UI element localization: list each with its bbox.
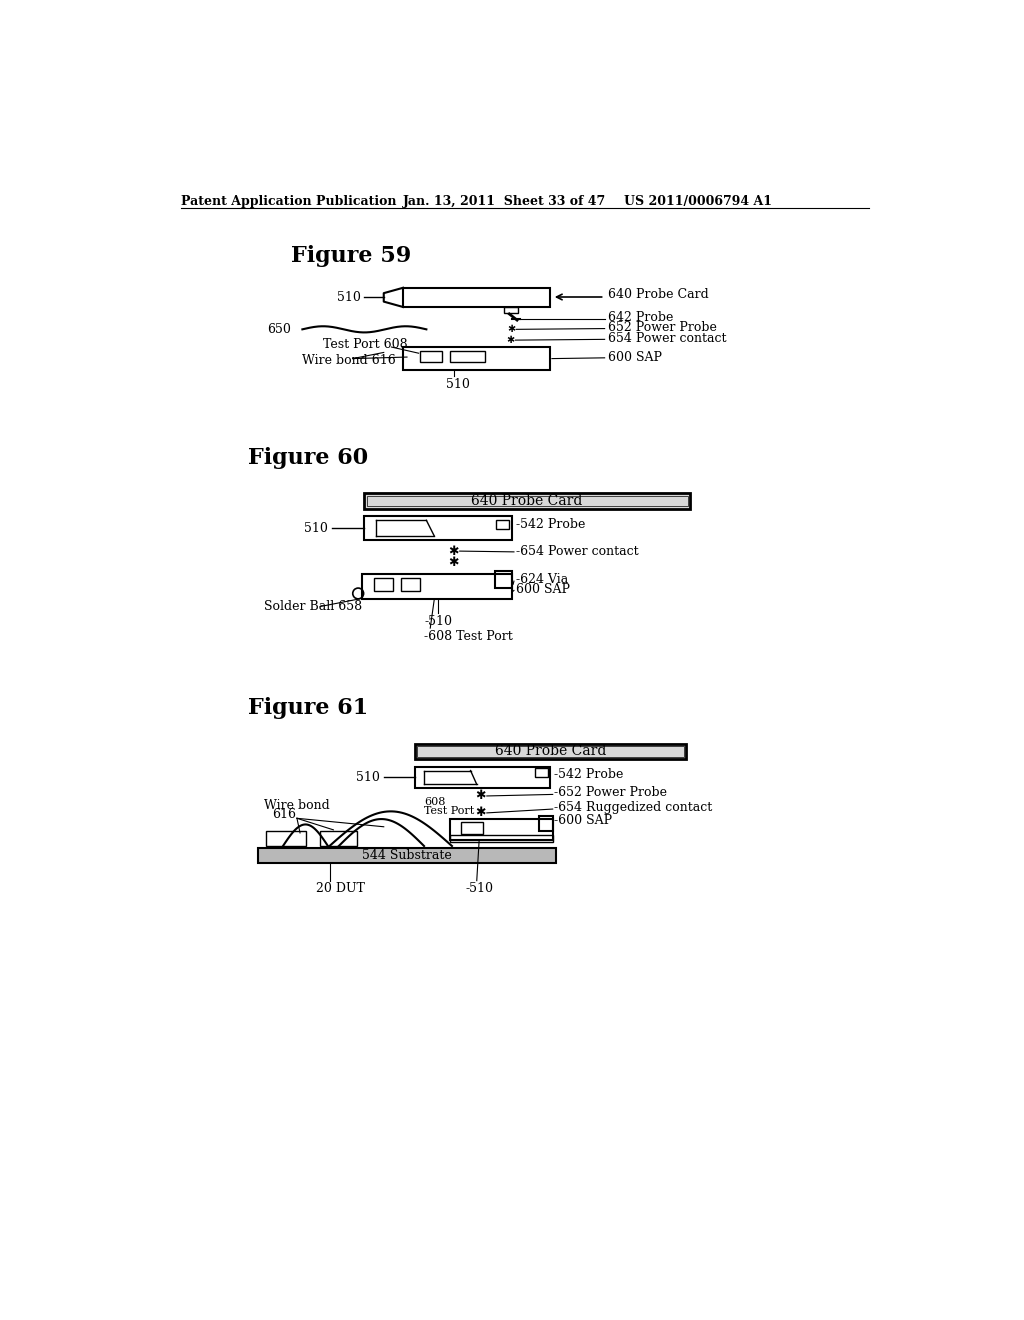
Text: -510: -510 <box>465 882 494 895</box>
Text: 600 SAP: 600 SAP <box>515 583 569 597</box>
Text: -542 Probe: -542 Probe <box>515 519 585 532</box>
Text: Figure 61: Figure 61 <box>248 697 369 719</box>
Text: Solder Ball 658: Solder Ball 658 <box>263 601 361 612</box>
Text: -652 Power Probe: -652 Power Probe <box>554 787 668 800</box>
Text: 608: 608 <box>424 797 445 807</box>
Text: -510: -510 <box>424 615 452 628</box>
Bar <box>415 767 550 788</box>
Text: -654 Ruggedized contact: -654 Ruggedized contact <box>554 801 713 814</box>
Bar <box>403 347 550 370</box>
Text: 640 Probe Card: 640 Probe Card <box>607 288 709 301</box>
Bar <box>374 578 393 591</box>
Text: Test Port 608: Test Port 608 <box>324 338 408 351</box>
Bar <box>417 746 684 756</box>
Text: -542 Probe: -542 Probe <box>554 768 624 781</box>
Text: US 2011/0006794 A1: US 2011/0006794 A1 <box>624 194 772 207</box>
Text: Wire bond 616: Wire bond 616 <box>302 354 396 367</box>
Text: ✱: ✱ <box>506 335 514 345</box>
Bar <box>450 351 484 363</box>
Bar <box>415 743 686 759</box>
Text: 642 Probe: 642 Probe <box>607 312 673 325</box>
Text: -600 SAP: -600 SAP <box>554 814 612 828</box>
Bar <box>266 830 306 846</box>
Text: 616: 616 <box>272 808 296 821</box>
Text: 20 DUT: 20 DUT <box>315 882 365 895</box>
Text: Test Port: Test Port <box>424 805 474 816</box>
Text: 510: 510 <box>304 521 328 535</box>
Text: 652 Power Probe: 652 Power Probe <box>607 321 717 334</box>
Bar <box>450 818 553 840</box>
Text: ✱: ✱ <box>449 545 459 557</box>
Text: -608 Test Port: -608 Test Port <box>424 630 513 643</box>
Text: 650: 650 <box>267 323 291 335</box>
Text: Jan. 13, 2011  Sheet 33 of 47: Jan. 13, 2011 Sheet 33 of 47 <box>403 194 606 207</box>
Text: 544 Substrate: 544 Substrate <box>362 849 452 862</box>
Text: -624 Via: -624 Via <box>515 573 567 586</box>
Text: 640 Probe Card: 640 Probe Card <box>495 744 606 758</box>
Bar <box>365 494 690 508</box>
Text: ✱: ✱ <box>449 556 459 569</box>
Text: 510: 510 <box>356 771 380 784</box>
Text: ✱: ✱ <box>508 325 516 334</box>
Text: Wire bond: Wire bond <box>263 799 330 812</box>
Text: Figure 60: Figure 60 <box>248 447 369 469</box>
Text: ✱: ✱ <box>475 789 485 803</box>
Text: 510: 510 <box>337 290 360 304</box>
Bar <box>504 308 518 313</box>
Bar <box>403 288 550 308</box>
Bar <box>496 520 509 529</box>
Text: Figure 59: Figure 59 <box>291 244 411 267</box>
Bar <box>258 847 556 863</box>
Text: 510: 510 <box>445 378 470 391</box>
Bar <box>539 816 553 832</box>
Text: 654 Power contact: 654 Power contact <box>607 333 726 345</box>
Bar <box>362 574 512 599</box>
Text: ✱: ✱ <box>475 807 485 820</box>
Text: Patent Application Publication: Patent Application Publication <box>180 194 396 207</box>
Bar <box>367 496 687 507</box>
Bar <box>450 836 553 842</box>
Bar <box>535 768 548 777</box>
Text: 600 SAP: 600 SAP <box>607 351 662 363</box>
Bar <box>400 578 420 591</box>
Text: -654 Power contact: -654 Power contact <box>515 545 638 557</box>
Bar <box>495 572 512 589</box>
Bar <box>420 351 442 363</box>
Text: 640 Probe Card: 640 Probe Card <box>471 494 583 508</box>
Bar <box>365 516 512 540</box>
Bar <box>321 830 357 846</box>
Bar <box>461 822 483 834</box>
